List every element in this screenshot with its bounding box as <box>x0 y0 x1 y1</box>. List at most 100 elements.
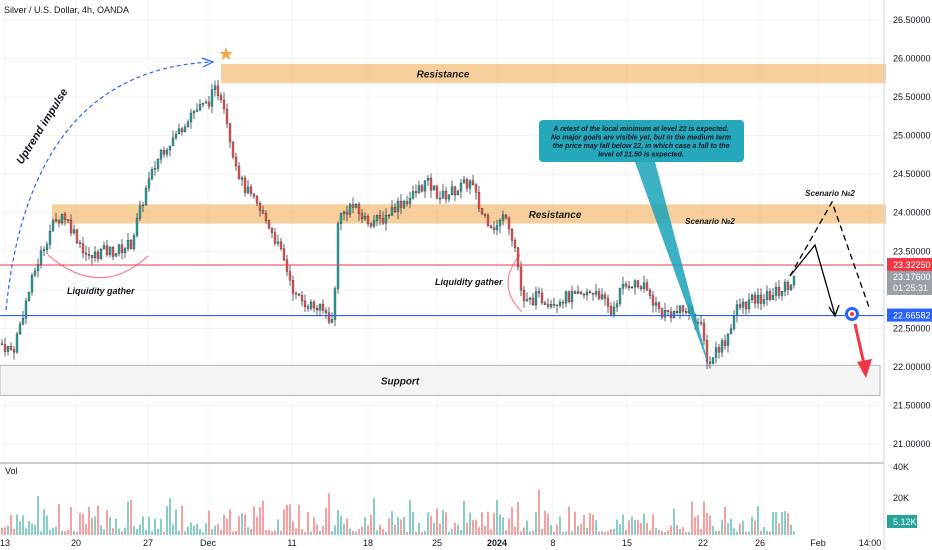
candle <box>171 137 175 147</box>
candle <box>627 285 631 289</box>
candle <box>75 229 79 243</box>
volume-bar <box>655 527 657 535</box>
volume-bar <box>580 523 582 535</box>
candle <box>180 128 184 133</box>
candle <box>441 190 445 199</box>
candle <box>489 225 493 228</box>
candle <box>381 218 385 224</box>
candle <box>672 311 676 318</box>
candle <box>351 204 355 208</box>
candle <box>492 227 496 231</box>
resistance-zone-upper-label: Resistance <box>417 70 470 81</box>
liquidity-arc-left[interactable] <box>47 254 149 279</box>
symbol-title: Silver / U.S. Dollar, 4h, OANDA <box>4 5 129 15</box>
volume-bar <box>295 528 297 535</box>
candle <box>276 241 280 244</box>
candle <box>486 215 490 226</box>
candle <box>309 301 313 309</box>
candle <box>519 266 523 291</box>
candle <box>525 299 529 302</box>
volume-bar <box>745 531 747 535</box>
candle <box>114 253 118 257</box>
candle <box>738 304 742 308</box>
scenario-path-down[interactable] <box>789 243 836 316</box>
volume-bar <box>457 524 459 535</box>
volume-bar <box>484 525 486 535</box>
callout-text-line: the price may fall below 22, in which ca… <box>553 143 730 150</box>
volume-bar <box>577 525 579 535</box>
candle <box>234 156 238 167</box>
callout-text-line: level of 21.50 is expected. <box>598 152 684 159</box>
candle <box>279 241 283 249</box>
volume-bar <box>529 531 531 535</box>
volume-bar <box>490 529 492 535</box>
y-tick-label: 25.50000 <box>893 92 931 102</box>
resistance-zone-lower[interactable] <box>52 204 886 224</box>
candle <box>477 192 481 209</box>
volume-bar <box>256 516 258 535</box>
scenario-path-dashed[interactable] <box>789 200 871 311</box>
volume-bar <box>97 505 99 535</box>
uptrend-arc[interactable] <box>5 61 213 311</box>
volume-bar <box>475 519 477 535</box>
volume-bar <box>34 524 36 535</box>
candle <box>399 200 403 208</box>
resistance-zone-upper[interactable] <box>221 63 886 84</box>
volume-bar <box>316 524 318 535</box>
candle <box>648 289 652 296</box>
volume-bar <box>439 523 441 535</box>
support-zone[interactable] <box>0 364 881 396</box>
volume-bar <box>184 531 186 535</box>
candle <box>243 177 247 193</box>
volume-bar <box>292 521 294 535</box>
volume-bar <box>67 529 69 535</box>
volume-bar <box>307 512 309 535</box>
volume-bar <box>526 520 528 535</box>
x-tick-label: 27 <box>143 538 153 548</box>
candle <box>42 249 46 251</box>
y-tick-label: 24.00000 <box>893 208 931 218</box>
volume-bar <box>361 526 363 535</box>
candle <box>447 194 451 200</box>
candle <box>273 232 277 244</box>
y-tick-label: 21.50000 <box>893 400 931 410</box>
candle <box>102 245 106 250</box>
candle <box>105 245 109 255</box>
candle <box>663 310 667 318</box>
volume-bar <box>82 513 84 535</box>
volume-tick-label: 40K <box>893 462 909 472</box>
time-axis[interactable] <box>0 535 884 550</box>
uptrend-arrowhead <box>201 57 215 68</box>
candle <box>744 301 748 310</box>
candle <box>438 197 442 200</box>
candle <box>150 169 154 179</box>
liquidity-label-right: Liquidity gather <box>435 277 503 287</box>
volume-bar <box>205 523 207 535</box>
candle <box>237 165 241 180</box>
candle <box>300 295 304 302</box>
candle <box>228 123 232 143</box>
volume-bar <box>487 511 489 535</box>
candle <box>261 210 265 214</box>
candle <box>714 347 718 358</box>
volume-bar <box>94 516 96 535</box>
volume-bar <box>541 528 543 535</box>
volume-bar <box>679 528 681 535</box>
volume-bar <box>337 510 339 535</box>
candle <box>591 292 595 295</box>
callout-box[interactable] <box>539 120 744 162</box>
candle <box>630 286 634 289</box>
volume-bar <box>313 516 315 535</box>
candle <box>522 289 526 302</box>
volume-bar <box>676 525 678 535</box>
volume-bar <box>685 531 687 535</box>
volume-bar <box>634 519 636 535</box>
candle <box>54 219 58 221</box>
candle <box>606 298 610 307</box>
candle <box>660 308 664 318</box>
candle <box>336 223 340 289</box>
liquidity-arc-right[interactable] <box>507 254 523 313</box>
candle <box>348 204 352 215</box>
volume-bar <box>667 530 669 535</box>
